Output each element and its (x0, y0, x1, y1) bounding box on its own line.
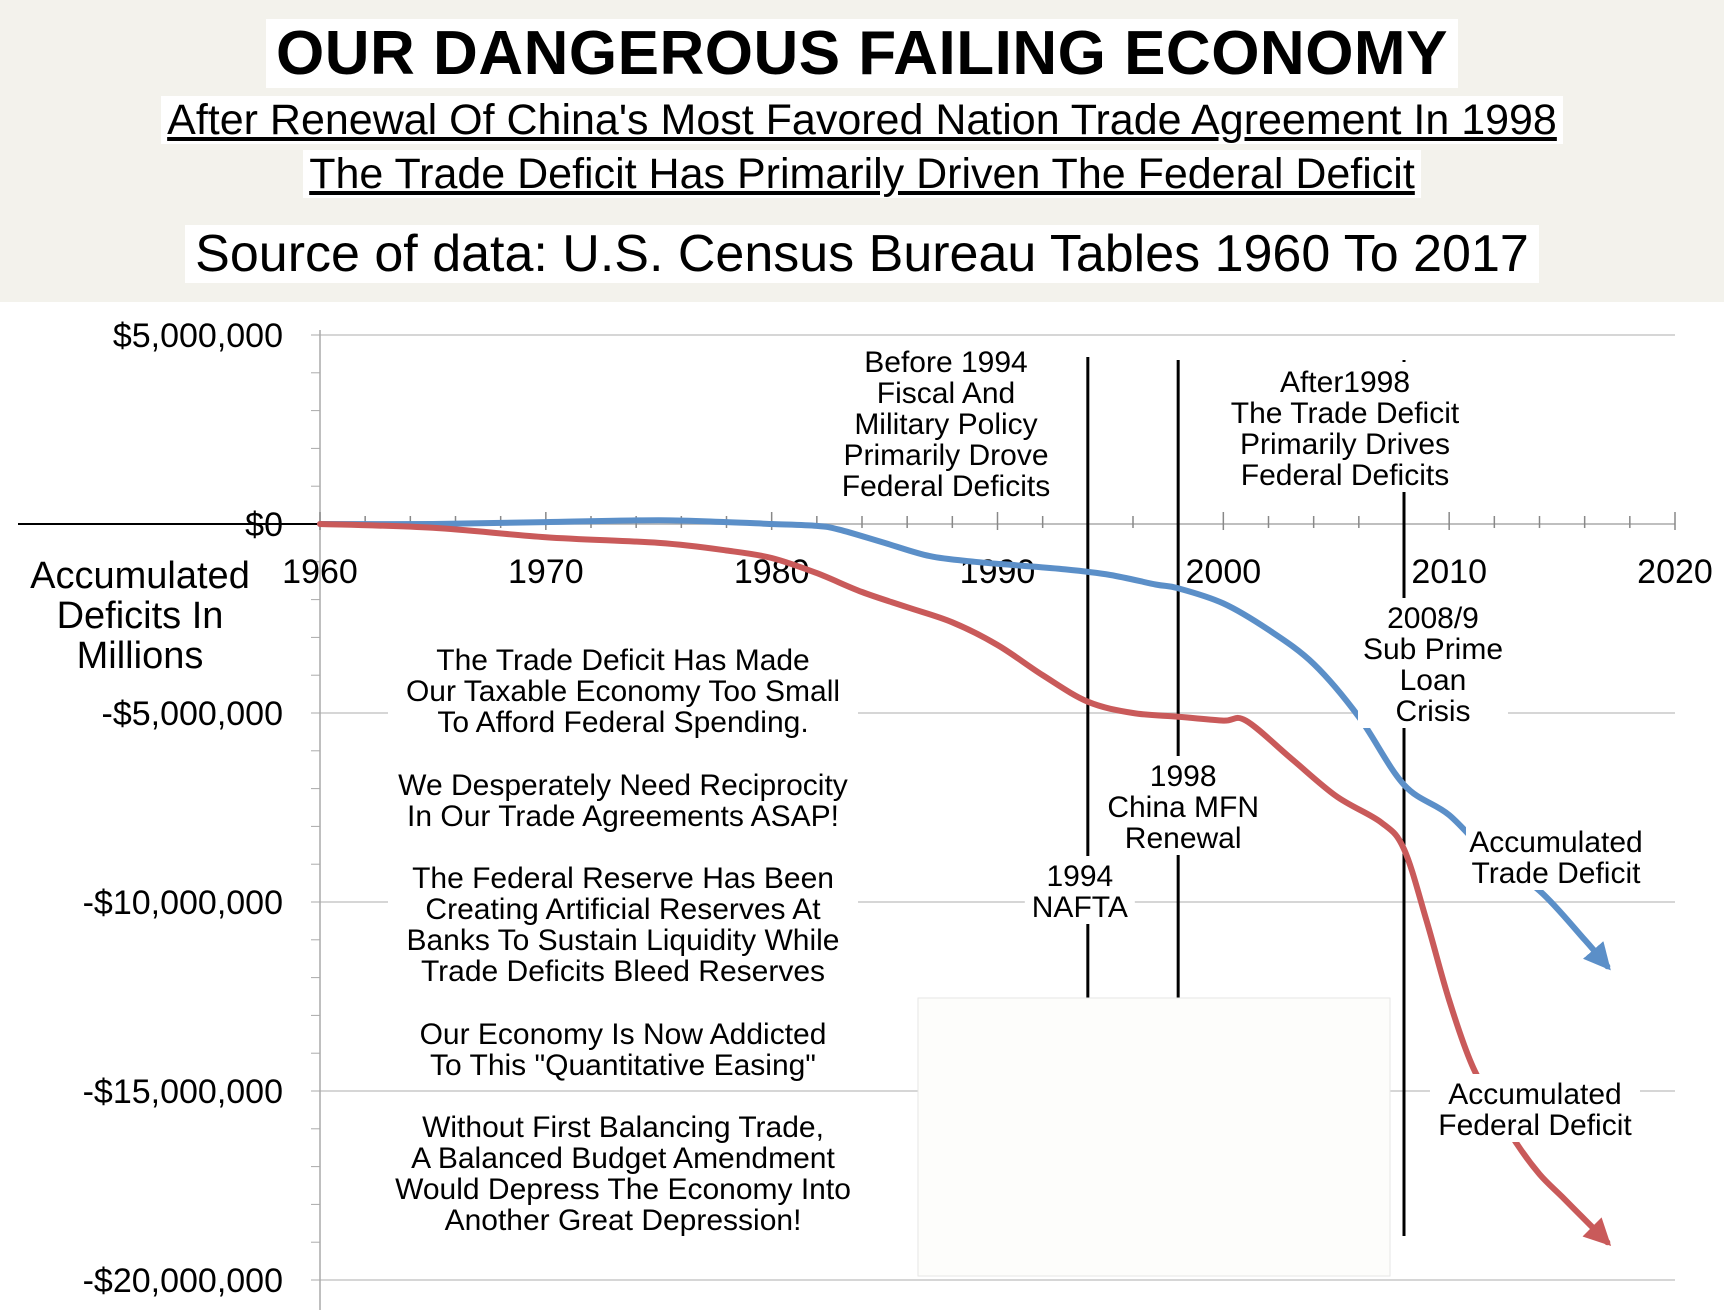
nafta-label-bg (1024, 856, 1135, 924)
commentary-paragraph-line: We Desperately Need Reciprocity (398, 769, 848, 802)
commentary-paragraph-line: The Federal Reserve Has Been (412, 862, 834, 895)
federal-deficit-label-line: Accumulated (1448, 1078, 1621, 1111)
commentary-paragraph-line: Creating Artificial Reserves At (425, 893, 821, 926)
federal-deficit-label-bg (1430, 1074, 1640, 1142)
trade-deficit-line (317, 517, 1611, 971)
commentary-paragraph-line: Our Economy Is Now Addicted (420, 1018, 827, 1051)
x-tick-label: 2000 (1186, 553, 1262, 591)
commentary-paragraph-line: A Balanced Budget Amendment (411, 1142, 835, 1175)
x-tick-label: 2010 (1411, 553, 1487, 591)
after-1998-note-line: The Trade Deficit (1231, 397, 1460, 430)
before-1994-note-line: Primarily Drove (843, 439, 1048, 472)
after-1998-note-line: Primarily Drives (1240, 428, 1450, 461)
before-1994-note-line: Fiscal And (877, 377, 1015, 410)
mfn-label-bg (1098, 756, 1269, 855)
before-1994-note-line: Federal Deficits (842, 470, 1050, 503)
commentary-paragraph-line: Trade Deficits Bleed Reserves (421, 955, 825, 988)
x-tick-label: 1960 (282, 553, 358, 591)
commentary-paragraph-bg (388, 1107, 858, 1237)
after-1998-note-line: After1998 (1280, 366, 1410, 399)
y-tick-label: -$10,000,000 (83, 884, 283, 922)
commentary-paragraph-bg (388, 765, 858, 833)
commentary-paragraph-line: Banks To Sustain Liquidity While (406, 924, 839, 957)
chart-title: OUR DANGEROUS FAILING ECONOMY (0, 18, 1724, 89)
mfn-label-line: China MFN (1107, 791, 1259, 824)
trade-deficit-label-line: Accumulated (1469, 826, 1642, 859)
commentary-paragraph-line: To This "Quantitative Easing" (430, 1049, 816, 1082)
federal-deficit-label-line: Federal Deficit (1438, 1109, 1632, 1142)
mfn-label-line: Renewal (1125, 822, 1242, 855)
before-1994-note-line: Before 1994 (864, 346, 1027, 379)
chart-subtitle-line2: The Trade Deficit Has Primarily Driven T… (0, 150, 1724, 199)
trade-deficit-label-line: Trade Deficit (1472, 857, 1642, 890)
commentary-paragraph-bg (388, 1014, 858, 1082)
commentary-paragraph-line: In Our Trade Agreements ASAP! (407, 800, 839, 833)
subprime-label-line: Sub Prime (1363, 633, 1503, 666)
subprime-label-bg (1358, 598, 1508, 728)
x-tick-label: 1970 (508, 553, 584, 591)
commentary-paragraph-line: Another Great Depression! (445, 1204, 802, 1237)
y-axis-title-line: Accumulated (30, 555, 250, 597)
x-tick-label: 2020 (1637, 553, 1713, 591)
nafta-label-line: NAFTA (1032, 891, 1128, 924)
subprime-label-line: 2008/9 (1387, 602, 1479, 635)
source-note: Source of data: U.S. Census Bureau Table… (0, 224, 1724, 284)
after-1998-note-line: Federal Deficits (1241, 459, 1449, 492)
y-tick-label: -$20,000,000 (83, 1262, 283, 1300)
trade-deficit-label-bg (1466, 822, 1646, 890)
chart-subtitle-line1: After Renewal Of China's Most Favored Na… (0, 96, 1724, 145)
y-axis-title-line: Millions (77, 635, 204, 677)
before-1994-note-line: Military Policy (854, 408, 1037, 441)
after-1998-note-bg (1225, 362, 1465, 492)
commentary-paragraph-line: Our Taxable Economy Too Small (406, 675, 840, 708)
commentary-paragraph-line: Would Depress The Economy Into (395, 1173, 851, 1206)
commentary-paragraph-line: Without First Balancing Trade, (422, 1111, 824, 1144)
commentary-paragraph-bg (388, 640, 858, 739)
subprime-label-line: Loan (1400, 664, 1467, 697)
y-tick-label: -$15,000,000 (83, 1073, 283, 1111)
commentary-paragraph-bg (388, 858, 858, 988)
y-tick-label: $5,000,000 (113, 317, 283, 355)
commentary-paragraph-line: The Trade Deficit Has Made (436, 644, 810, 677)
nafta-label-line: 1994 (1046, 860, 1113, 893)
y-axis-title-line: Deficits In (57, 595, 224, 637)
mfn-label-line: 1998 (1150, 760, 1217, 793)
subprime-label-line: Crisis (1396, 695, 1471, 728)
commentary-paragraph-line: To Afford Federal Spending. (437, 706, 808, 739)
y-tick-label: -$5,000,000 (102, 695, 284, 733)
blank-panel (917, 997, 1391, 1277)
